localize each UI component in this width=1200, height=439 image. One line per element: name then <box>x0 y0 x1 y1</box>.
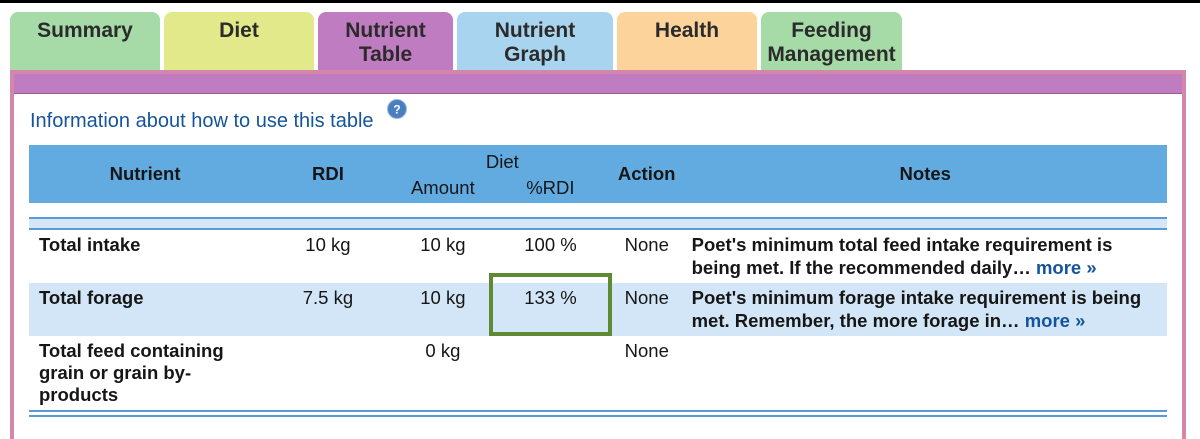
svg-text:?: ? <box>393 102 400 116</box>
